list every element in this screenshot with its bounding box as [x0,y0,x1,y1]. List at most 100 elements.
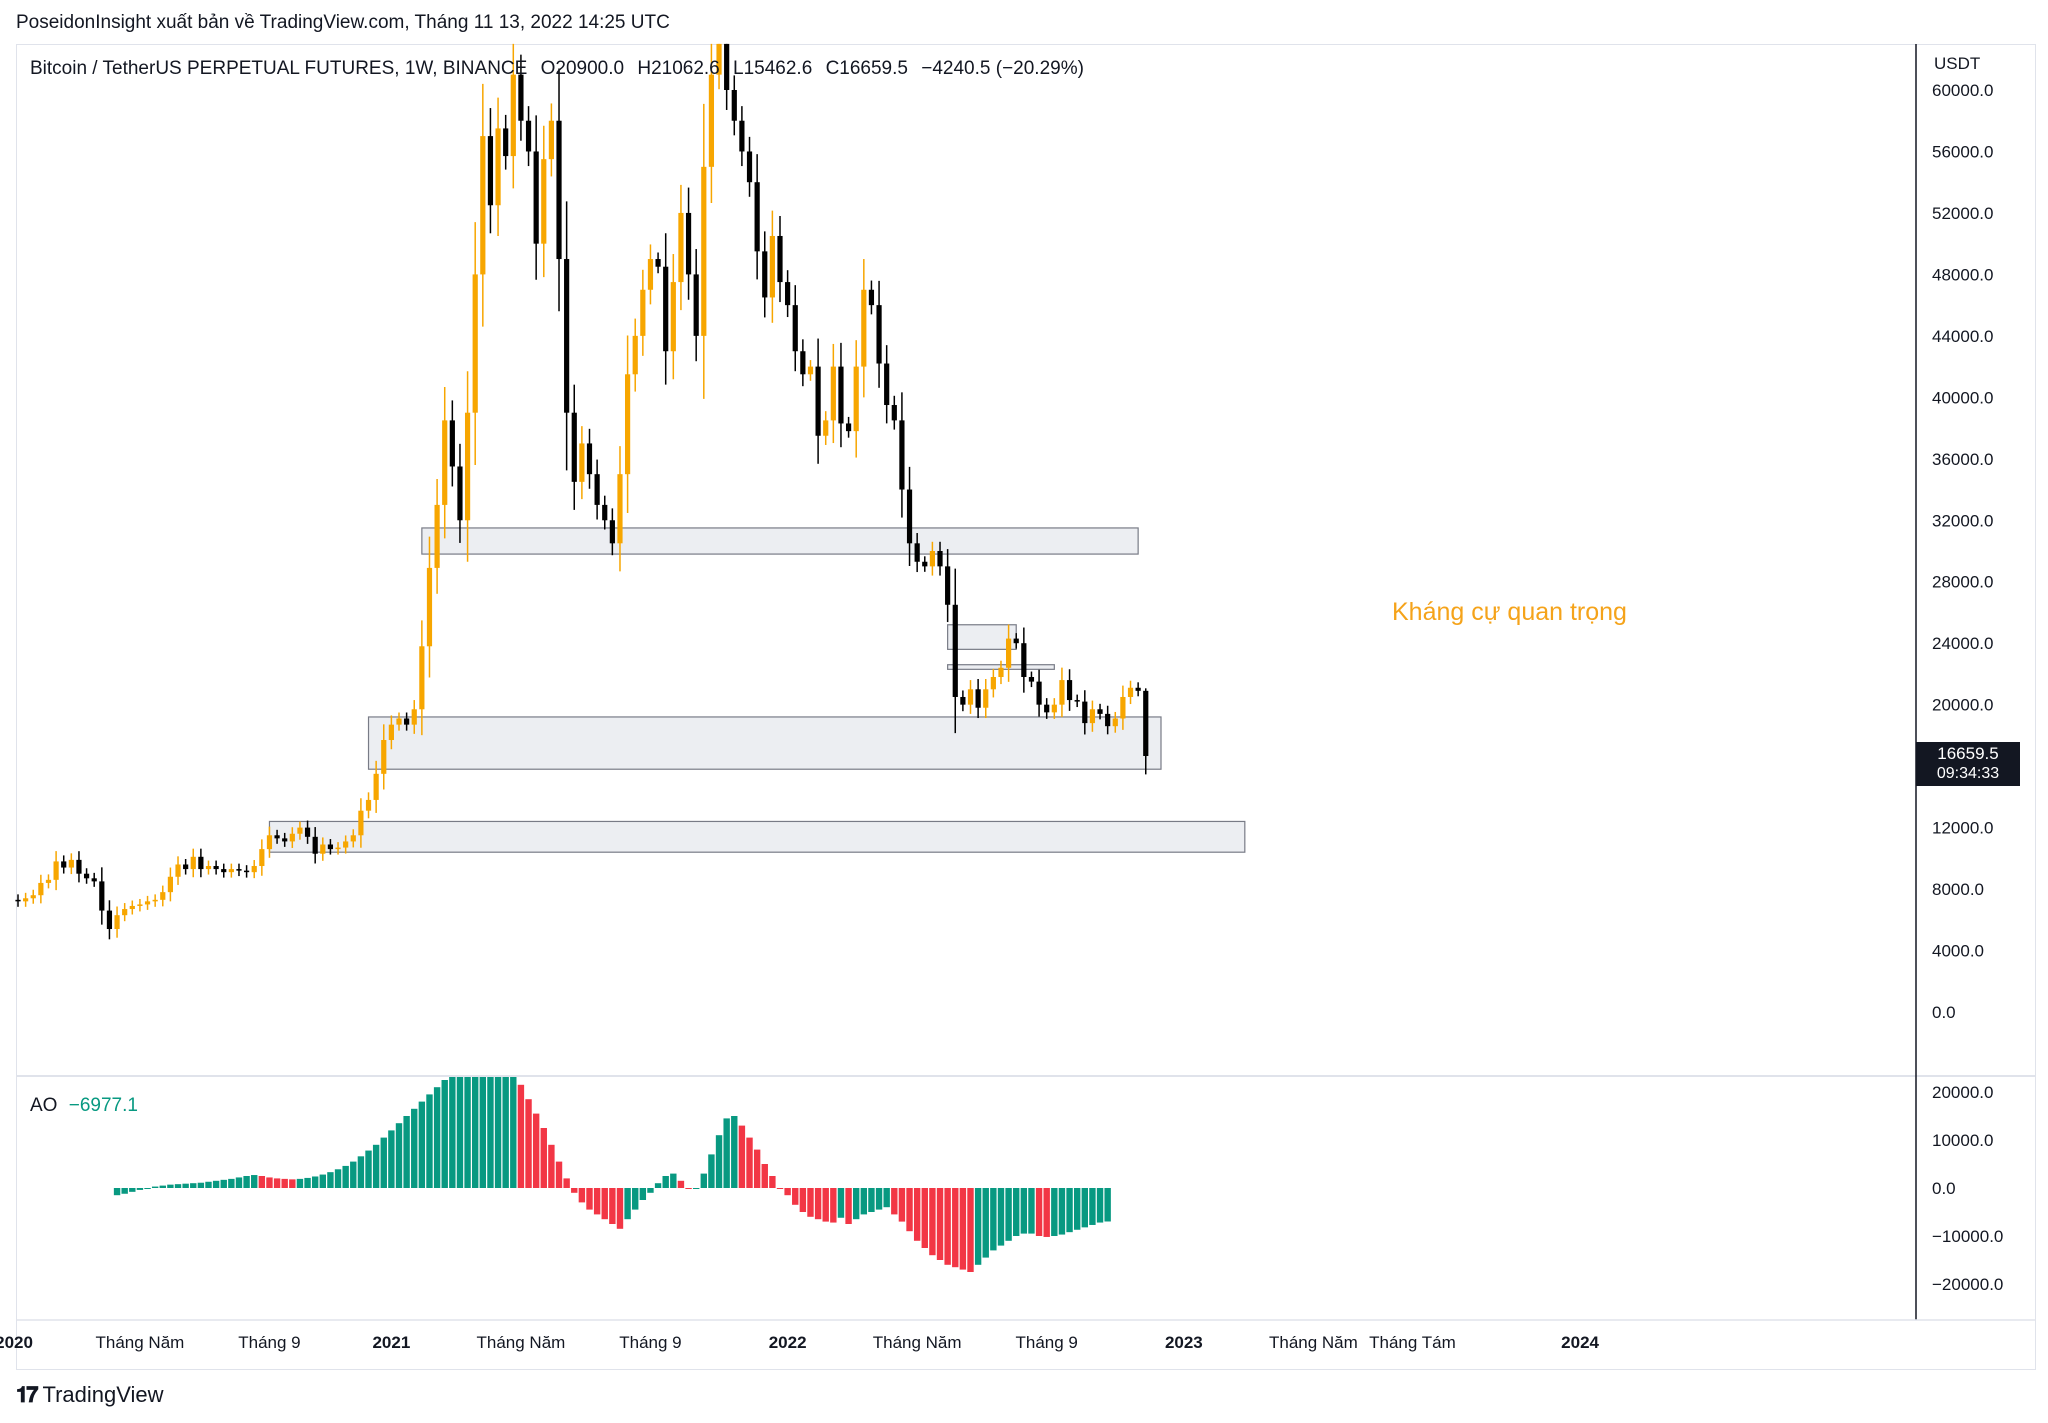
time-tick-label: 2021 [372,1333,410,1352]
axes-layer: 60000.0 56000.0 52000.0 48000.0 44000.0 40000… [0,44,2036,1352]
ao-bar [121,1188,128,1194]
ao-bar [830,1188,837,1223]
ao-legend[interactable]: AO −6977.1 [30,1095,138,1117]
candle-body [266,835,273,850]
bar-countdown: 09:34:33 [1936,765,2000,782]
ao-bar [418,1101,426,1188]
candle-body [289,833,295,842]
tradingview-logo[interactable]: 𝟏𝟕 TradingView [16,1382,164,1408]
ao-bar [144,1188,151,1189]
ao-bar [357,1156,365,1188]
price-tick-label: 60000.0 [1932,81,1993,100]
candle-body [30,895,36,899]
ao-bar [845,1188,852,1224]
candle-body [899,420,905,490]
ao-bar [616,1188,624,1229]
candle-body [1028,677,1035,682]
candle-body [1135,687,1141,691]
ao-bar [502,1075,509,1188]
candle-body [929,551,935,567]
ao-bar [723,1118,730,1188]
candle-body [358,810,364,836]
candle-body [876,305,882,364]
ao-bar [228,1178,235,1188]
candle-body [449,420,455,467]
ao-bar [769,1176,776,1188]
ao-bar [662,1176,669,1188]
candle-body [823,420,829,436]
time-tick-label: 2022 [769,1333,807,1352]
candle-body [525,120,532,152]
ao-bar [875,1188,883,1210]
candle-body [937,551,943,567]
price-tick-label: 0.0 [1932,1003,1956,1022]
candle-body [731,90,737,121]
time-tick-label: 2024 [1561,1333,1599,1352]
ao-bar [266,1177,273,1188]
ao-bar [868,1188,875,1212]
ao-bar [258,1176,266,1188]
price-tick-label: 32000.0 [1932,511,1993,530]
ao-bar [372,1144,380,1188]
last-price: 16659.5 [1937,744,1999,763]
candle-body [716,43,722,75]
candle-body [564,259,570,413]
candle-body [381,740,387,774]
ao-bar [586,1188,593,1210]
price-tick-label: 20000.0 [1932,696,1993,715]
ao-bar [555,1161,563,1188]
ao-bar [784,1188,791,1196]
candle-body [571,412,577,482]
ao-bar [891,1188,898,1215]
ao-bar [167,1184,174,1188]
ao-bar [197,1182,205,1188]
candle-body [724,43,730,90]
time-tick-label: 2023 [1165,1333,1203,1352]
ao-layer [113,1075,1111,1272]
ao-bar [715,1135,723,1188]
candle-body [251,866,257,873]
candle-body [754,182,760,252]
candle-body [998,667,1004,678]
candle-body [320,844,326,854]
resistance-annotation[interactable]: Kháng cự quan trọng [1392,598,1627,626]
ao-bar [761,1164,768,1188]
ao-bar [510,1075,517,1188]
ao-bar [1073,1188,1081,1230]
ao-bar [159,1185,166,1188]
candle-body [411,709,417,725]
ao-bar [1043,1188,1050,1237]
ao-bar [639,1188,647,1200]
ao-bar [235,1177,243,1188]
candle-body [442,420,448,505]
candle-body [23,898,29,902]
legend-change: −4240.5 (−20.29%) [921,58,1084,79]
candle-body [221,869,227,873]
candle-body [343,841,349,848]
ao-tick-label: 10000.0 [1932,1131,1993,1150]
ao-bar [860,1188,868,1215]
candle-body [807,366,814,375]
ao-bar [319,1174,326,1188]
candle-body [983,689,989,708]
price-tick-label: 40000.0 [1932,388,1993,407]
ao-bar [411,1108,418,1188]
candle-body [769,235,775,298]
candle-body [236,869,242,871]
time-tick-label: Tháng Năm [477,1333,566,1352]
support-resistance-zone [367,716,1162,770]
candle-body [1021,643,1027,678]
candle-body [678,212,684,283]
legend-symbol[interactable]: Bitcoin / TetherUS PERPETUAL FUTURES, 1W… [30,58,528,79]
ao-bar [327,1172,334,1188]
candle-body [404,718,410,725]
candle-body [625,374,631,475]
price-tick-label: 52000.0 [1932,204,1993,223]
ao-bar [853,1188,860,1220]
candle-body [1013,638,1019,644]
candle-body [693,274,699,336]
ao-tick-label: 20000.0 [1932,1083,1993,1102]
candle-body [350,835,356,842]
candle-body [487,136,494,206]
